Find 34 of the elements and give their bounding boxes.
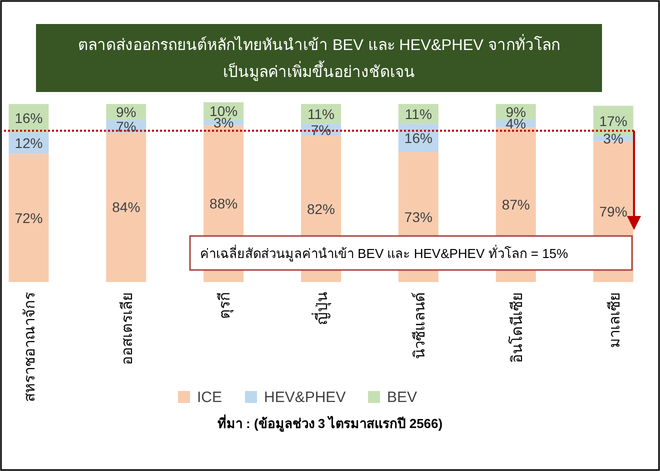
x-tick-label: ออสเตรเลีย: [119, 292, 136, 365]
data-label: 79%: [599, 204, 628, 220]
data-label: 12%: [14, 135, 43, 152]
data-label: 73%: [404, 209, 432, 226]
data-label: 72%: [14, 210, 43, 226]
data-label: 88%: [210, 196, 238, 212]
data-label: 11%: [404, 106, 432, 122]
bar: [106, 132, 146, 282]
data-label: 84%: [112, 199, 140, 216]
legend-label: ICE: [197, 389, 222, 406]
data-label: 17%: [599, 112, 628, 129]
legend-label: BEV: [387, 389, 418, 406]
data-label: 16%: [14, 110, 43, 126]
data-label: 9%: [116, 104, 136, 120]
bar: [8, 154, 49, 282]
legend-label: HEV&PHEV: [264, 389, 346, 406]
data-label: 7%: [310, 122, 332, 138]
data-label: 3%: [213, 114, 234, 131]
data-label: 4%: [506, 116, 526, 132]
x-tick-label: มาเลเซีย: [606, 292, 624, 348]
chart-title: ตลาดส่งออกรถยนต์หลักไทยหันนำเข้า BEV และ HEV&PHEV จากทั่วโลก เป็นมูลค่าเพิ่มขึ้นอย่างชัดเจน: [78, 34, 560, 82]
x-tick-label: ตุรกี: [216, 292, 235, 319]
data-label: 87%: [502, 196, 530, 213]
x-tick-label: อินโดนีเซีย: [508, 292, 526, 363]
data-label: 7%: [116, 118, 136, 134]
text: ที่มา : (ข้อมูลช่วง 3 ไตรมาสแรกปี 2566): [217, 414, 443, 432]
data-label: 3%: [603, 130, 624, 147]
data-label: 16%: [404, 130, 432, 146]
data-label: 11%: [308, 106, 334, 122]
x-tick-label: ญี่ปุ่น: [311, 292, 332, 325]
data-label: 82%: [306, 201, 336, 218]
annotation: ค่าเฉลี่ยสัดส่วนมูลค่านำเข้า BEV และ HEV&PHEV ทั่วโลก = 15%: [200, 245, 569, 262]
x-tick-label: สหราชอาณาจักร: [22, 292, 39, 402]
x-tick-label: นิวซีแลนด์: [411, 292, 428, 359]
